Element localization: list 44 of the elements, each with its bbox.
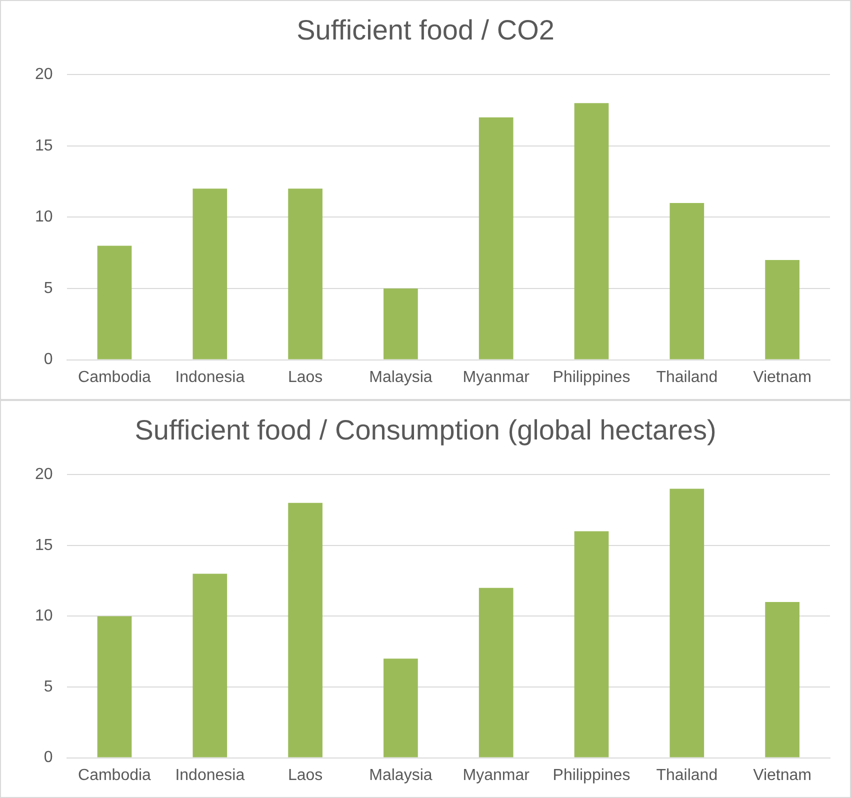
y-tick-label: 15 [35,536,53,554]
y-tick-label: 0 [44,351,53,368]
x-tick-label: Malaysia [369,368,432,386]
x-tick-label: Cambodia [78,766,152,784]
y-tick-label: 10 [35,608,53,625]
y-tick-label: 5 [44,280,53,297]
x-tick-label: Vietnam [753,368,812,386]
bar [288,188,322,360]
x-tick-label: Indonesia [175,368,245,386]
bar [192,188,228,360]
x-tick-label: Vietnam [753,766,812,784]
y-tick-label: 5 [44,678,53,696]
bar [765,260,800,360]
x-tick-label: Thailand [656,766,718,784]
bar [97,246,132,360]
bar [574,103,609,360]
y-tick-label: 0 [44,749,53,766]
bar [384,658,418,758]
y-tick-label: 10 [35,208,53,226]
bar [384,288,418,360]
chart-title: Sufficient food / CO2 [296,14,554,46]
bar [574,531,609,758]
bar [192,574,228,758]
bar [765,602,800,758]
x-tick-label: Cambodia [78,368,152,386]
bar [478,117,514,360]
x-tick-label: Myanmar [462,368,530,386]
y-tick-label: 20 [35,466,53,484]
x-tick-label: Laos [288,766,323,784]
x-tick-label: Philippines [552,368,630,386]
y-tick-label: 20 [35,66,53,84]
x-tick-label: Myanmar [462,766,530,784]
x-tick-label: Indonesia [175,766,245,784]
bar [670,488,704,758]
x-tick-label: Malaysia [369,766,432,784]
bar [97,616,132,758]
x-tick-label: Laos [288,368,323,386]
x-tick-label: Thailand [656,368,718,386]
bar [288,502,322,758]
bar [478,588,514,758]
bar [670,202,704,360]
x-tick-label: Philippines [552,766,630,784]
y-tick-label: 15 [35,137,53,154]
chart-title: Sufficient food / Consumption (global hectares) [134,414,716,446]
